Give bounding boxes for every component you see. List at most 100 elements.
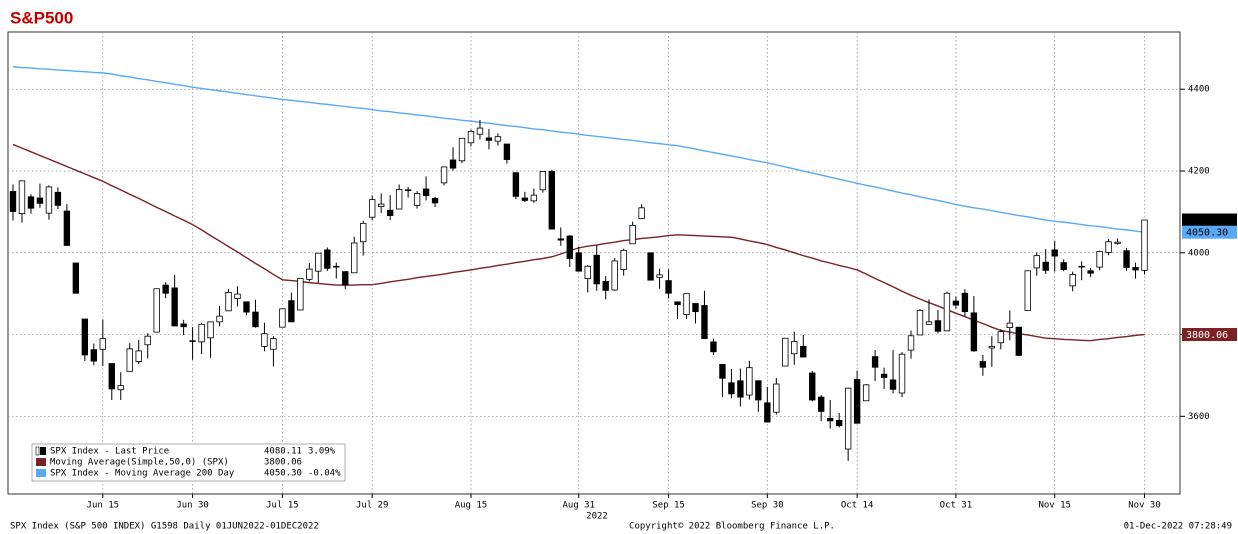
candle-body [988, 346, 996, 349]
candle-body [144, 335, 151, 346]
candle-body [422, 188, 430, 196]
last-value-tag [1182, 213, 1237, 227]
candle-body [324, 249, 331, 269]
candle-body [1105, 241, 1112, 253]
candle-body [602, 280, 609, 291]
candle-body [512, 172, 520, 197]
candle-body [916, 310, 924, 336]
candle-body [961, 292, 969, 313]
candle-body [476, 127, 484, 135]
candle-body [629, 224, 636, 245]
legend: SPX Index - Last Price 4080.11 3.09% Moving… [31, 443, 346, 482]
candle-body [1078, 265, 1085, 268]
candle-body [207, 321, 214, 339]
candle-body [521, 197, 529, 201]
candle-body [306, 268, 313, 280]
candle-body [638, 207, 645, 219]
candle-body [180, 323, 187, 328]
candle-body [566, 235, 573, 259]
x-tick-label: Jul 29 [356, 501, 389, 511]
y-tick-label: 4400 [1188, 85, 1210, 95]
legend-value: 4050.30 [264, 469, 302, 479]
candle-body [234, 293, 241, 299]
candle-body [1087, 270, 1094, 274]
candle-body [449, 159, 457, 169]
candle-body [126, 348, 133, 372]
legend-value: 4080.11 [264, 447, 302, 457]
y-tick-label: 3600 [1188, 412, 1210, 422]
last-value-label: 4080.11 [1186, 216, 1228, 227]
x-tick-label: Nov 15 [1038, 501, 1071, 511]
candle-body [871, 356, 879, 368]
candle-body [225, 292, 232, 312]
legend-box [31, 443, 346, 482]
candle-body [351, 242, 358, 274]
candle-body [54, 191, 62, 206]
candle-body [18, 180, 26, 214]
candle-body [1123, 250, 1130, 268]
candle-body [458, 137, 466, 162]
candle-body [593, 254, 600, 285]
footer-left: SPX Index (S&P 500 INDEX) G1598 Daily 01… [10, 522, 319, 532]
candle-body [647, 252, 654, 281]
x-tick-label: Aug 31 [562, 501, 595, 511]
candle-body [710, 341, 717, 353]
ma-line [12, 143, 1145, 342]
legend-swatch [36, 469, 46, 477]
legend-label: Moving Average(Simple,50,0) (SPX) [50, 458, 229, 468]
x-tick-label: Aug 15 [455, 501, 488, 511]
candle-body [773, 383, 780, 413]
timestamp: 01-Dec-2022 07:28:49 [1124, 522, 1232, 532]
candle-body [503, 143, 511, 160]
candle-body [72, 262, 80, 294]
candle-body [1132, 267, 1139, 271]
candle-body [853, 379, 861, 424]
x-tick-label: Jul 15 [266, 501, 299, 511]
candle-body [746, 367, 753, 396]
candle-body [1060, 262, 1067, 270]
candle-body [925, 321, 933, 325]
y-tick-label: 4000 [1188, 248, 1210, 258]
candle-body [198, 323, 205, 343]
candle-body [431, 198, 439, 204]
candle-body [378, 203, 385, 207]
candle-body [898, 353, 906, 394]
candle-body [809, 372, 816, 401]
candle-body [117, 385, 124, 391]
x-year-label: 2022 [586, 512, 608, 522]
candle-body [467, 130, 475, 144]
candle-body [997, 331, 1005, 344]
candle-body [530, 194, 538, 202]
last-value-tag [1182, 225, 1237, 239]
candle-body [800, 346, 807, 358]
candle-body [9, 191, 17, 212]
candle-body [279, 308, 286, 328]
candle-body [674, 301, 681, 306]
candle-body [1015, 326, 1022, 356]
candle-body [45, 186, 53, 214]
candle-body [81, 318, 89, 356]
copyright: Copyright© 2022 Bloomberg Finance L.P. [629, 522, 835, 532]
last-value-label: 3800.06 [1186, 330, 1228, 341]
candle-body [692, 303, 699, 313]
x-tick-label: Oct 14 [841, 501, 874, 511]
candle-body [620, 249, 627, 270]
legend-label: SPX Index - Last Price [50, 447, 169, 457]
legend-value: -0.04% [308, 469, 341, 479]
x-tick-label: Jun 30 [176, 501, 209, 511]
candle-body [395, 189, 403, 210]
candle-body [1033, 255, 1040, 269]
candle-body [979, 361, 987, 368]
x-tick-label: Sep 15 [652, 501, 685, 511]
candle-body [656, 274, 663, 278]
x-tick-label: Nov 30 [1128, 501, 1161, 511]
candle-body [1006, 322, 1013, 328]
candle-body [108, 363, 115, 390]
candle-body [1069, 274, 1076, 287]
candle-body [27, 196, 35, 209]
candle-body [153, 288, 160, 333]
candle-body [548, 171, 555, 230]
candle-body [261, 333, 268, 347]
y-tick-label: 4200 [1188, 167, 1210, 177]
